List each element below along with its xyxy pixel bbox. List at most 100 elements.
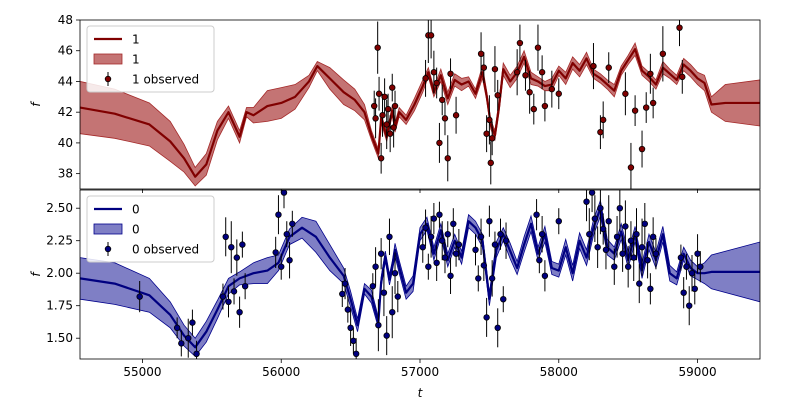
- bottom-observed-point: [602, 246, 610, 253]
- top-observed-point: [422, 75, 429, 82]
- bottom-observed-point: [230, 288, 238, 295]
- top-ytick-label: 42: [58, 105, 73, 119]
- bottom-observed-point: [616, 204, 624, 212]
- top-observed-point: [622, 90, 629, 97]
- top-observed-point: [379, 112, 386, 119]
- bottom-observed-point: [185, 335, 192, 342]
- top-legend-label-0: 1: [132, 33, 140, 47]
- top-observed-point: [516, 39, 524, 47]
- bottom-observed-point: [538, 230, 546, 238]
- bottom-observed-point: [178, 340, 185, 347]
- bottom-observed-point: [647, 285, 654, 292]
- bottom-observed-point: [599, 225, 607, 233]
- bottom-ytick-label: 2.50: [46, 201, 73, 215]
- top-observed-point: [659, 50, 667, 57]
- top-observed-point: [433, 79, 440, 87]
- bottom-ytick-label: 1.75: [46, 299, 73, 313]
- bottom-observed-point: [450, 220, 457, 227]
- bottom-observed-point: [286, 257, 293, 264]
- bottom-observed-point: [447, 272, 454, 279]
- bottom-observed-point: [219, 293, 227, 300]
- bottom-observed-point: [638, 243, 646, 251]
- top-observed-point: [483, 130, 490, 137]
- top-observed-point: [390, 124, 397, 131]
- bottom-observed-point: [472, 246, 479, 253]
- bottom-ytick-label: 2.00: [46, 266, 73, 280]
- bottom-observed-point: [436, 211, 443, 218]
- bottom-observed-point: [613, 233, 621, 240]
- bottom-observed-point: [439, 237, 446, 244]
- bottom-observed-point: [624, 263, 632, 270]
- bottom-observed-point: [480, 262, 488, 269]
- bottom-xtick-label: 58000: [540, 365, 578, 379]
- bottom-observed-point: [488, 275, 496, 282]
- bottom-observed-point: [636, 280, 643, 287]
- top-observed-point: [371, 102, 378, 110]
- top-observed-point: [386, 130, 394, 137]
- top-panel: 38 40 42 44 46 48 f 1 1 1 observed: [29, 13, 761, 193]
- bottom-x-axis-label: t: [418, 386, 424, 400]
- bottom-observed-point: [380, 289, 388, 296]
- top-observed-point: [647, 70, 654, 77]
- bottom-observed-point: [233, 254, 241, 261]
- top-observed-point: [488, 135, 496, 142]
- top-observed-point: [538, 69, 546, 76]
- bottom-observed-point: [347, 324, 354, 331]
- bottom-observed-point: [588, 190, 596, 196]
- top-observed-point: [676, 24, 683, 31]
- top-legend-box: [86, 25, 215, 93]
- bottom-xtick-label: 59000: [678, 365, 716, 379]
- top-observed-point: [491, 65, 499, 73]
- top-observed-point: [447, 70, 454, 77]
- bottom-observed-point: [278, 263, 285, 270]
- top-observed-point: [441, 115, 449, 122]
- bottom-observed-point: [683, 263, 690, 270]
- top-observed-point: [534, 44, 542, 51]
- bottom-xtick-label: 56000: [262, 365, 300, 379]
- bottom-observed-point: [680, 289, 687, 296]
- top-observed-point: [377, 155, 385, 162]
- bottom-axes-frame: [79, 189, 761, 360]
- top-observed-point: [631, 107, 639, 114]
- bottom-observed-point: [533, 211, 540, 218]
- top-observed-point: [439, 96, 446, 104]
- top-y-axis-label: f: [29, 101, 43, 107]
- bottom-observed-point: [494, 324, 501, 331]
- top-observed-point: [526, 89, 533, 96]
- bottom-observed-point: [375, 322, 382, 329]
- bottom-observed-point: [350, 337, 357, 344]
- top-observed-point: [486, 116, 493, 124]
- bottom-observed-point: [389, 309, 396, 316]
- top-ytick-label: 38: [58, 167, 73, 181]
- top-observed-point: [530, 105, 537, 113]
- bottom-observed-point: [586, 230, 593, 238]
- top-ytick-label: 46: [58, 44, 73, 58]
- top-observed-point: [389, 84, 396, 91]
- top-observed-point: [597, 128, 604, 136]
- bottom-observed-point: [477, 233, 485, 240]
- bottom-observed-point: [289, 220, 296, 227]
- bottom-observed-point: [394, 293, 401, 300]
- top-observed-point: [375, 90, 383, 97]
- bottom-observed-point: [630, 254, 637, 261]
- bottom-observed-point: [419, 243, 426, 251]
- bottom-ytick-label: 2.25: [46, 234, 73, 248]
- bottom-observed-point: [430, 215, 438, 222]
- bottom-observed-point: [500, 296, 507, 303]
- bottom-observed-point: [555, 217, 562, 225]
- bottom-observed-point: [339, 290, 346, 298]
- top-observed-point: [590, 62, 597, 70]
- bottom-legend-label-0: 0: [132, 203, 140, 217]
- bottom-observed-point: [228, 243, 235, 251]
- top-ytick-label: 44: [58, 74, 73, 88]
- bottom-observed-point: [283, 230, 290, 238]
- top-observed-point: [643, 104, 650, 111]
- top-observed-point: [513, 69, 521, 76]
- bottom-legend-label-1: 0: [132, 223, 140, 237]
- bottom-observed-point: [536, 257, 543, 264]
- top-observed-point: [430, 69, 438, 76]
- top-observed-point: [649, 99, 657, 107]
- top-ytick-label: 48: [58, 13, 73, 27]
- top-observed-point: [548, 85, 556, 93]
